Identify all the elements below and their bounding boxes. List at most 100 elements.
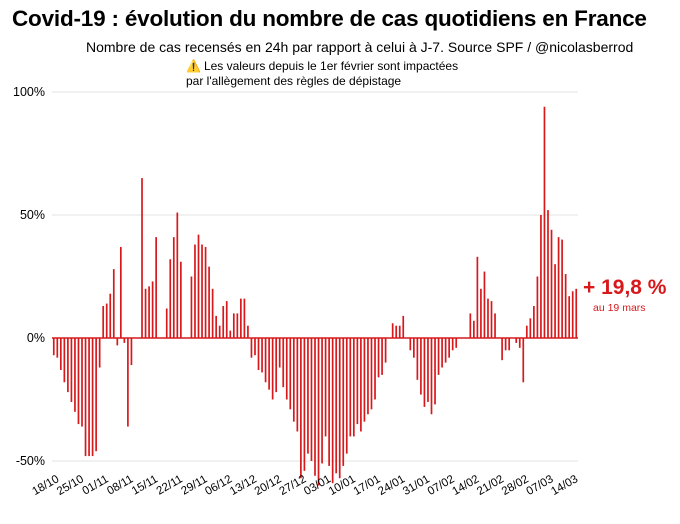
bar bbox=[130, 338, 133, 366]
bar bbox=[250, 338, 253, 358]
x-tick-label: 22/11 bbox=[155, 473, 185, 497]
bar bbox=[561, 239, 563, 338]
bar bbox=[367, 338, 369, 415]
chart-note: ⚠️ Les valeurs depuis le 1er février sont… bbox=[186, 59, 458, 89]
bar bbox=[568, 296, 571, 338]
bar bbox=[522, 338, 525, 383]
bar bbox=[416, 338, 419, 380]
bar bbox=[391, 323, 394, 338]
bar bbox=[271, 338, 274, 400]
bar bbox=[141, 178, 143, 338]
bar bbox=[338, 338, 341, 479]
bar bbox=[508, 338, 511, 351]
bar bbox=[494, 313, 496, 338]
bar bbox=[268, 338, 270, 390]
bar bbox=[533, 306, 535, 338]
bar bbox=[412, 338, 415, 358]
bar bbox=[360, 338, 362, 432]
bar bbox=[88, 338, 90, 457]
bar bbox=[190, 276, 193, 338]
y-tick-label: -50% bbox=[16, 454, 45, 468]
bar bbox=[349, 338, 352, 437]
bar bbox=[317, 338, 320, 486]
bar bbox=[74, 338, 76, 412]
bar bbox=[292, 338, 295, 422]
bar bbox=[148, 286, 150, 338]
bar bbox=[180, 261, 182, 338]
bar bbox=[557, 237, 560, 338]
bar bbox=[345, 338, 348, 454]
bar bbox=[222, 306, 225, 338]
latest-value-annotation: + 19,8 % bbox=[583, 276, 667, 299]
bar bbox=[275, 338, 278, 393]
bar bbox=[63, 338, 66, 383]
bar bbox=[303, 338, 306, 471]
chart-subtitle: Nombre de cas recensés en 24h par rappor… bbox=[86, 39, 634, 55]
bar bbox=[356, 338, 359, 425]
bar bbox=[543, 106, 546, 338]
bar bbox=[264, 338, 267, 383]
bar bbox=[215, 315, 218, 338]
bar bbox=[420, 338, 422, 395]
bar bbox=[328, 338, 330, 466]
bar bbox=[469, 313, 472, 338]
x-tick-label: 14/03 bbox=[549, 473, 580, 498]
bar bbox=[282, 338, 285, 388]
bar bbox=[77, 338, 80, 425]
bar bbox=[363, 338, 366, 422]
bar bbox=[208, 266, 210, 338]
latest-date-annotation: au 19 mars bbox=[593, 302, 646, 314]
bar bbox=[81, 338, 83, 427]
bar bbox=[52, 338, 55, 356]
bar bbox=[324, 338, 327, 437]
bar bbox=[575, 288, 578, 338]
x-tick-label: 01/11 bbox=[80, 473, 110, 497]
bar bbox=[342, 338, 345, 466]
bar bbox=[525, 325, 528, 338]
bar bbox=[102, 306, 105, 338]
bar bbox=[550, 229, 553, 338]
y-axis-ticks: 100% 50% 0% -50% bbox=[13, 85, 45, 468]
bar bbox=[211, 288, 214, 338]
bar bbox=[296, 338, 299, 432]
bar bbox=[483, 271, 486, 338]
bar bbox=[289, 338, 292, 410]
bar bbox=[504, 338, 507, 351]
bar bbox=[490, 301, 493, 338]
bar bbox=[310, 338, 313, 461]
bar bbox=[127, 338, 129, 427]
bar bbox=[225, 301, 228, 338]
bar bbox=[381, 338, 383, 375]
bar bbox=[176, 212, 179, 338]
bar bbox=[518, 338, 521, 348]
bar bbox=[119, 246, 122, 338]
bar bbox=[144, 288, 147, 338]
bar bbox=[155, 237, 157, 338]
bar bbox=[307, 338, 309, 454]
bar bbox=[56, 338, 59, 358]
bar bbox=[109, 293, 112, 338]
bar bbox=[95, 338, 97, 452]
bar bbox=[451, 338, 454, 351]
bar bbox=[409, 338, 412, 351]
bar bbox=[201, 244, 203, 338]
bar bbox=[352, 338, 355, 437]
x-tick-label: 15/11 bbox=[130, 473, 160, 497]
bar bbox=[437, 338, 440, 375]
bar bbox=[285, 338, 288, 400]
bar bbox=[384, 338, 387, 363]
bar bbox=[430, 338, 433, 415]
bar bbox=[116, 338, 119, 346]
note-line-1: Les valeurs depuis le 1er février sont i… bbox=[203, 59, 459, 73]
x-tick-label: 08/11 bbox=[105, 473, 135, 497]
bar bbox=[247, 325, 249, 338]
warning-icon: ⚠️ bbox=[186, 59, 201, 73]
bar bbox=[529, 318, 532, 338]
bar bbox=[501, 338, 503, 361]
bar bbox=[194, 244, 196, 338]
bar bbox=[197, 234, 200, 338]
bar bbox=[314, 338, 316, 476]
bar bbox=[331, 338, 334, 484]
bar bbox=[67, 338, 69, 393]
